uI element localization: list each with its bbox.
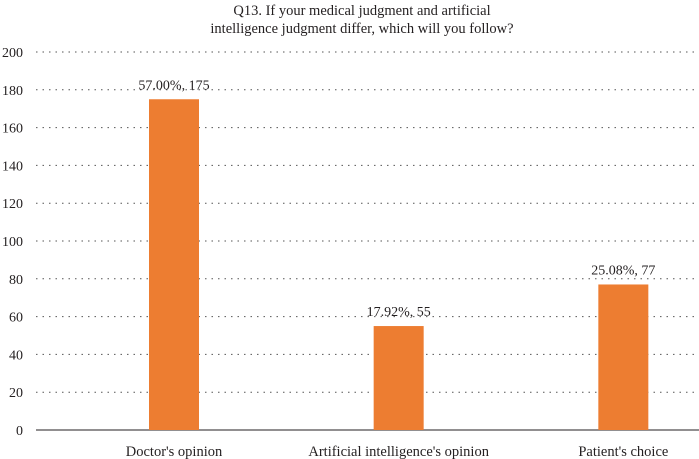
y-tick-label: 180 [2,84,23,99]
y-tick-label: 100 [2,235,23,250]
y-tick-label: 80 [9,273,23,288]
y-tick-label: 140 [2,159,23,174]
y-tick-label: 0 [16,424,23,439]
y-tick-label: 200 [2,46,23,61]
y-tick-label: 160 [2,122,23,137]
data-labels: 57.00%, 175 17.92%, 55 25.08%, 77 [138,78,655,320]
y-tick-label: 20 [9,386,23,401]
data-label: 57.00%, 175 [138,78,209,93]
data-label: 17.92%, 55 [367,305,431,320]
category-label: Artificial intelligence's opinion [308,444,489,459]
y-tick-label: 120 [2,197,23,212]
bar [149,99,199,430]
chart-title-line-2: intelligence judgment differ, which will… [210,21,513,37]
chart-title-line-1: Q13. If your medical judgment and artifi… [233,3,490,19]
y-tick-label: 40 [9,348,23,363]
bars [149,99,649,430]
gridlines [36,51,699,393]
y-axis-ticks: 0 20 40 60 80 100 120 140 160 180 200 [2,46,23,439]
x-axis-categories: Doctor's opinion Artificial intelligence'… [126,444,669,459]
data-label: 25.08%, 77 [591,263,655,278]
bar [373,326,424,430]
y-tick-label: 60 [9,311,23,326]
category-label: Doctor's opinion [126,444,223,459]
category-label: Patient's choice [578,444,668,459]
bar [598,284,649,430]
